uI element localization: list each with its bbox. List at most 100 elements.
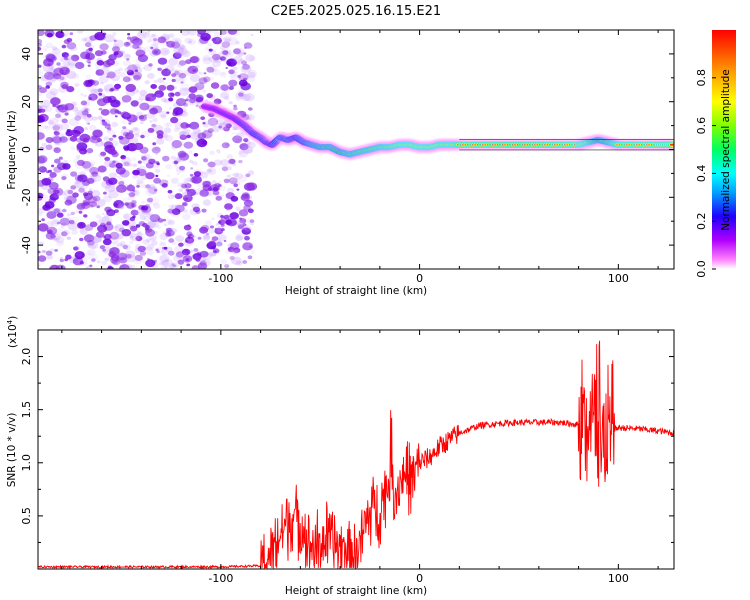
noise-speck (241, 60, 247, 65)
noise-speck (89, 201, 98, 208)
noise-speck (156, 138, 165, 145)
noise-speck (212, 180, 217, 184)
noise-speck (243, 42, 253, 49)
noise-speck (107, 196, 112, 199)
noise-speck (168, 106, 172, 110)
noise-speck (150, 237, 156, 242)
noise-speck (213, 159, 223, 166)
noise-speck (131, 157, 137, 161)
noise-speck (179, 165, 186, 171)
noise-speck (70, 211, 75, 215)
noise-speck (63, 159, 69, 164)
noise-speck (220, 84, 229, 91)
noise-speck (162, 218, 166, 222)
noise-speck (242, 145, 254, 154)
noise-speck (97, 165, 107, 173)
noise-speck (99, 245, 106, 250)
noise-speck (189, 121, 200, 130)
figure-title: C2E5.2025.025.16.15.E21 (271, 4, 441, 19)
noise-speck (140, 134, 145, 139)
noise-speck (144, 80, 150, 85)
noise-speck (114, 83, 121, 90)
noise-speck (178, 242, 184, 247)
noise-speck (123, 161, 130, 167)
x-tick-label: 100 (608, 572, 629, 585)
noise-speck (229, 212, 239, 220)
noise-speck (141, 205, 149, 211)
noise-speck (228, 177, 238, 185)
noise-speck (152, 142, 157, 146)
noise-speck (45, 221, 54, 228)
noise-speck (243, 199, 254, 207)
noise-speck (84, 127, 89, 131)
noise-speck (179, 83, 190, 91)
noise-speck (73, 171, 78, 175)
noise-speck (81, 37, 87, 42)
noise-speck (216, 38, 221, 42)
noise-speck (85, 265, 93, 269)
noise-speck (83, 201, 90, 206)
noise-speck (110, 140, 119, 147)
noise-speck (121, 156, 132, 165)
noise-speck (129, 118, 134, 122)
noise-speck (85, 80, 94, 87)
noise-speck (42, 105, 46, 108)
noise-speck (181, 202, 188, 207)
noise-speck (212, 190, 220, 196)
noise-speck (70, 185, 77, 190)
noise-speck (118, 181, 125, 186)
noise-speck (96, 205, 100, 209)
noise-speck (170, 204, 178, 210)
noise-speck (233, 172, 239, 178)
noise-speck (244, 200, 252, 207)
noise-speck (90, 258, 96, 263)
noise-speck (123, 53, 131, 60)
noise-speck (115, 162, 123, 169)
noise-speck (126, 184, 136, 192)
noise-speck (167, 194, 175, 200)
noise-speck (197, 132, 207, 140)
noise-speck (122, 197, 130, 203)
noise-speck (114, 115, 118, 118)
noise-speck (153, 38, 158, 42)
noise-speck (206, 227, 216, 235)
colorbar-tick-label: 0.0 (695, 260, 708, 278)
noise-speck (40, 108, 46, 113)
noise-speck (50, 97, 61, 106)
noise-speck (124, 112, 130, 118)
y-tick-label: 0.5 (20, 507, 33, 525)
noise-speck (153, 177, 162, 184)
noise-speck (168, 238, 175, 243)
noise-speck (71, 229, 78, 235)
noise-speck (117, 252, 127, 261)
noise-speck (38, 117, 44, 123)
noise-speck (86, 242, 94, 248)
noise-speck (97, 88, 103, 93)
noise-speck (242, 242, 254, 251)
noise-speck (95, 67, 100, 70)
noise-speck (167, 208, 174, 214)
noise-speck (79, 228, 85, 233)
noise-speck (98, 107, 103, 111)
noise-speck (150, 240, 158, 246)
noise-speck (118, 50, 126, 56)
noise-speck (47, 75, 57, 83)
noise-speck (159, 110, 168, 118)
noise-speck (198, 30, 208, 38)
noise-speck (239, 143, 249, 151)
noise-speck (188, 40, 192, 44)
noise-speck (114, 224, 125, 232)
noise-speck (247, 71, 256, 79)
noise-speck (119, 205, 124, 209)
noise-speck (229, 245, 241, 254)
noise-speck (208, 240, 216, 247)
noise-speck (121, 229, 132, 237)
noise-speck (204, 79, 208, 83)
noise-speck (168, 250, 175, 256)
noise-speck (234, 172, 244, 180)
noise-speck (223, 178, 230, 184)
noise-speck (95, 174, 100, 178)
noise-speck (228, 69, 235, 75)
y-tick-label: 40 (20, 47, 33, 61)
noise-speck (104, 183, 116, 193)
